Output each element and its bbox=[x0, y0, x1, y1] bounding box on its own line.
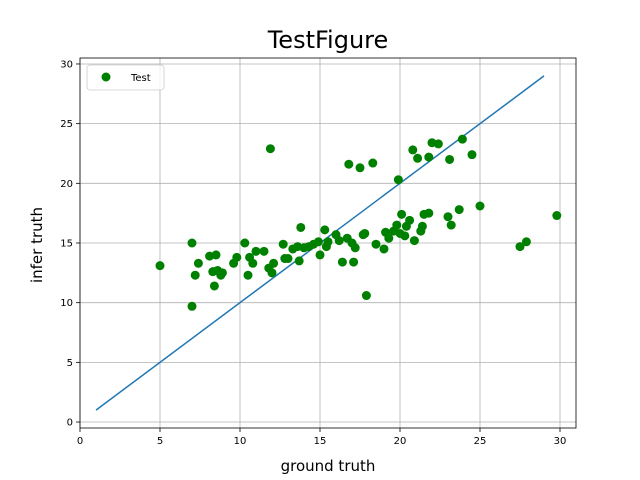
y-tick-label: 25 bbox=[60, 119, 73, 130]
y-axis-ticks: 0 5 10 15 20 25 30 bbox=[60, 59, 80, 429]
data-point bbox=[320, 225, 330, 235]
x-tick-label: 10 bbox=[234, 436, 247, 447]
data-point bbox=[337, 257, 347, 267]
data-point bbox=[283, 254, 293, 264]
data-point bbox=[209, 281, 219, 291]
x-axis-label: ground truth bbox=[281, 457, 376, 475]
data-point bbox=[278, 239, 288, 249]
data-point bbox=[344, 159, 354, 169]
data-point bbox=[190, 270, 200, 280]
data-point bbox=[475, 201, 485, 211]
data-point bbox=[315, 250, 325, 260]
data-point bbox=[360, 228, 370, 238]
data-point bbox=[433, 139, 443, 149]
data-point bbox=[265, 144, 275, 154]
data-point bbox=[232, 252, 242, 262]
data-point bbox=[446, 220, 456, 230]
data-point bbox=[445, 154, 455, 164]
data-point bbox=[409, 236, 419, 246]
data-point bbox=[413, 153, 423, 163]
x-axis-ticks: 0 5 10 15 20 25 30 bbox=[77, 428, 567, 447]
chart-title: TestFigure bbox=[267, 26, 389, 54]
data-point bbox=[313, 237, 323, 247]
data-point bbox=[521, 237, 531, 247]
data-point bbox=[155, 261, 165, 271]
data-point bbox=[424, 152, 434, 162]
data-point bbox=[417, 221, 427, 231]
legend: Test bbox=[86, 64, 165, 91]
data-point bbox=[248, 258, 258, 268]
data-point bbox=[187, 301, 197, 311]
data-point bbox=[217, 268, 227, 278]
data-point bbox=[371, 239, 381, 249]
data-point bbox=[323, 237, 333, 247]
data-point bbox=[368, 158, 378, 168]
legend-marker bbox=[101, 72, 111, 82]
x-tick-label: 15 bbox=[314, 436, 327, 447]
y-tick-label: 0 bbox=[67, 418, 73, 429]
data-point bbox=[454, 205, 464, 215]
grid bbox=[79, 58, 576, 428]
legend-box bbox=[86, 64, 165, 91]
data-point bbox=[443, 212, 453, 222]
data-point bbox=[193, 258, 203, 268]
data-point bbox=[515, 242, 525, 252]
data-point bbox=[552, 211, 562, 221]
data-point bbox=[259, 246, 269, 256]
y-tick-label: 10 bbox=[60, 298, 73, 309]
data-point bbox=[267, 268, 277, 278]
data-point bbox=[349, 257, 359, 267]
data-point bbox=[400, 231, 410, 241]
data-point bbox=[379, 244, 389, 254]
data-point bbox=[405, 215, 415, 225]
data-point bbox=[397, 209, 407, 219]
x-tick-label: 20 bbox=[394, 436, 407, 447]
data-point bbox=[187, 238, 197, 248]
data-point bbox=[243, 270, 253, 280]
y-axis-label: infer truth bbox=[28, 207, 46, 283]
data-point bbox=[384, 233, 394, 243]
data-point bbox=[457, 134, 467, 144]
data-point bbox=[424, 208, 434, 218]
data-point bbox=[392, 220, 402, 230]
data-point bbox=[393, 175, 403, 185]
data-point bbox=[334, 236, 344, 246]
x-tick-label: 5 bbox=[157, 436, 163, 447]
data-point bbox=[361, 291, 371, 301]
legend-label: Test bbox=[130, 73, 151, 84]
y-tick-label: 20 bbox=[60, 179, 73, 190]
data-point bbox=[294, 256, 304, 266]
data-point bbox=[269, 258, 279, 268]
data-point bbox=[467, 150, 477, 160]
x-tick-label: 25 bbox=[474, 436, 487, 447]
data-point bbox=[355, 163, 365, 173]
data-point bbox=[211, 250, 221, 260]
x-tick-label: 30 bbox=[554, 436, 567, 447]
data-point bbox=[350, 243, 360, 253]
data-point bbox=[296, 222, 306, 232]
y-tick-label: 15 bbox=[60, 239, 73, 250]
y-tick-label: 5 bbox=[67, 358, 73, 369]
data-point bbox=[240, 238, 250, 248]
data-point bbox=[251, 246, 261, 256]
y-tick-label: 30 bbox=[60, 59, 73, 70]
data-point bbox=[408, 145, 418, 155]
x-tick-label: 0 bbox=[77, 436, 83, 447]
points-layer bbox=[155, 134, 562, 311]
